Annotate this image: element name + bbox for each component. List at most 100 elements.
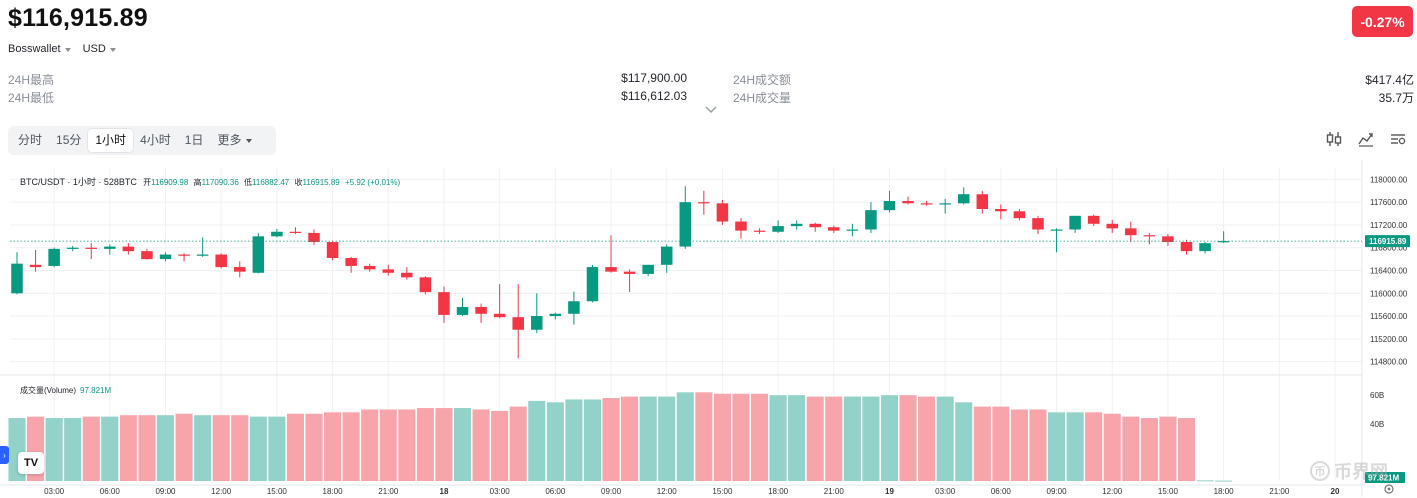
legend-open-value: 116909.98 [151, 178, 189, 187]
x-tick-label: 15:00 [267, 487, 288, 496]
volume-bar [212, 415, 230, 481]
candle-body [1162, 236, 1174, 243]
volume-last-tag [1365, 472, 1405, 483]
more-timeframes-button[interactable]: 更多 [210, 129, 259, 152]
timeframe-bar: 分时 15分 1小时 4小时 1日 更多 [8, 126, 276, 155]
x-tick-label: 09:00 [1047, 487, 1068, 496]
volume-bar [453, 408, 472, 481]
candle-body [271, 231, 283, 237]
volume-bar [546, 402, 564, 481]
x-tick-label: 09:00 [155, 487, 176, 496]
candlestick-type-icon[interactable] [1325, 130, 1343, 148]
x-tick-label: 21:00 [378, 487, 399, 496]
candle-body [790, 223, 803, 227]
exchange-select[interactable]: Bosswallet [8, 43, 71, 55]
candle-body [289, 231, 302, 233]
volume-bar [324, 412, 342, 481]
volume-bar [138, 415, 156, 481]
volume-bar [992, 406, 1010, 481]
tradingview-logo[interactable]: TV [18, 452, 44, 474]
candle-body [215, 254, 227, 268]
chart-toolbar [1325, 130, 1407, 148]
volume-legend: 成交量(Volume) 97.821M [20, 385, 111, 396]
gear-icon[interactable] [1383, 483, 1395, 495]
candle-body [753, 230, 766, 232]
chevron-down-icon[interactable] [704, 104, 718, 114]
candle-body [698, 202, 710, 204]
source-selectors: Bosswallet USD [8, 43, 116, 55]
volume-bar [639, 396, 657, 481]
stat-turnover-value: $417.4亿 [1365, 73, 1414, 87]
volume-bar [1048, 412, 1066, 481]
candle-body [1050, 229, 1063, 231]
candle-body [512, 317, 524, 330]
volume-bar [936, 396, 954, 481]
coin-icon: 币 [1310, 461, 1330, 481]
candle-body [846, 229, 859, 231]
volume-bar [732, 393, 750, 481]
volume-bar [398, 409, 416, 481]
volume-bar [101, 416, 119, 481]
x-tick-label: 20 [1331, 487, 1340, 496]
y-tick-label: 117200.00 [1370, 221, 1408, 230]
volume-bar [583, 399, 602, 481]
volume-legend-label: 成交量(Volume) [20, 386, 77, 395]
caret-down-icon [246, 139, 253, 143]
y-tick-label: 116000.00 [1370, 289, 1408, 298]
tab-timeframe[interactable]: 分时 [18, 133, 43, 147]
volume-bar [509, 406, 527, 481]
x-tick-label: 18:00 [768, 487, 789, 496]
tab-timeframe[interactable]: 15分 [56, 133, 82, 147]
volume-bar [918, 396, 936, 481]
caret-down-icon [109, 47, 116, 52]
volume-bar [1066, 412, 1084, 481]
candle-body [1032, 218, 1044, 230]
candle-body [586, 267, 599, 302]
indicators-icon[interactable] [1357, 130, 1375, 148]
volume-bar [602, 398, 620, 481]
candle-body [716, 203, 729, 222]
price-change-badge: -0.27% [1352, 6, 1413, 37]
caret-down-icon [64, 47, 71, 52]
candle-body [828, 227, 840, 231]
volume-bar [658, 396, 676, 481]
volume-bar [119, 415, 137, 481]
legend-symbol: BTC/USDT · 1小时 · 528BTC [20, 177, 137, 187]
candle-body [159, 254, 172, 260]
candlestick-chart[interactable]: 118000.00 117600.00 117200.00 116800.00 1164… [0, 160, 1417, 498]
candle-body [438, 292, 450, 315]
legend-close-value: 116915.89 [302, 178, 340, 187]
candle-body [66, 247, 79, 249]
candle-body [568, 301, 580, 314]
volume-bar [1085, 412, 1103, 481]
volume-bar [880, 395, 899, 481]
chart-legend: BTC/USDT · 1小时 · 528BTC 开116909.98 高1170… [20, 175, 403, 188]
volume-bar [1010, 409, 1028, 481]
x-tick-label: 15:00 [1158, 487, 1179, 496]
expand-panel-handle[interactable]: › [0, 446, 9, 464]
tab-timeframe[interactable]: 1日 [184, 133, 204, 147]
x-tick-label: 21:00 [1269, 487, 1290, 496]
chart-settings-icon[interactable] [1389, 130, 1407, 148]
volume-legend-value: 97.821M [80, 386, 112, 395]
x-tick-label: 12:00 [657, 487, 678, 496]
volume-bar [843, 396, 861, 481]
volume-bar [973, 406, 991, 481]
candle-body [809, 223, 821, 228]
legend-low-key: 低 [244, 178, 253, 187]
volume-bar [64, 418, 82, 481]
volume-bar [1215, 480, 1233, 482]
tab-timeframe[interactable]: 1小时 [88, 129, 134, 152]
currency-label: USD [82, 43, 106, 55]
x-tick-label: 21:00 [824, 487, 845, 496]
legend-open-key: 开 [143, 178, 152, 187]
currency-select[interactable]: USD [83, 43, 116, 55]
candle-body [1087, 215, 1100, 224]
volume-tick-label: 60B [1370, 391, 1384, 400]
volume-bar [416, 408, 434, 481]
x-tick-label: 12:00 [211, 487, 232, 496]
tab-timeframe[interactable]: 4小时 [140, 133, 171, 147]
candle-body [401, 272, 413, 278]
volume-bar [676, 392, 694, 481]
volume-bar [1140, 418, 1158, 481]
